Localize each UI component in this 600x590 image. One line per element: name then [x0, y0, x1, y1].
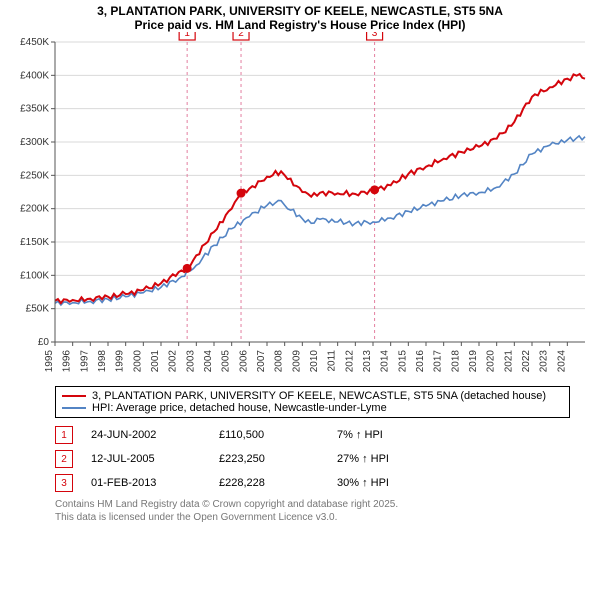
svg-text:1997: 1997	[79, 350, 90, 373]
svg-text:2015: 2015	[397, 350, 408, 373]
svg-text:2012: 2012	[344, 350, 355, 373]
svg-text:2016: 2016	[415, 350, 426, 373]
svg-text:2014: 2014	[380, 350, 391, 373]
svg-text:2024: 2024	[556, 350, 567, 373]
sale-marker-1	[183, 264, 192, 273]
svg-text:1: 1	[184, 32, 190, 39]
legend-label: HPI: Average price, detached house, Newc…	[92, 402, 387, 414]
legend-row-0: 3, PLANTATION PARK, UNIVERSITY OF KEELE,…	[62, 390, 563, 402]
title-line-1: 3, PLANTATION PARK, UNIVERSITY OF KEELE,…	[0, 4, 600, 18]
transaction-date: 12-JUL-2005	[91, 453, 201, 465]
svg-text:2004: 2004	[203, 350, 214, 373]
title-line-2: Price paid vs. HM Land Registry's House …	[0, 18, 600, 32]
title-block: 3, PLANTATION PARK, UNIVERSITY OF KEELE,…	[0, 0, 600, 32]
svg-text:2005: 2005	[221, 350, 232, 373]
svg-text:1998: 1998	[97, 350, 108, 373]
svg-text:2023: 2023	[539, 350, 550, 373]
svg-text:£200K: £200K	[20, 204, 49, 215]
transaction-marker-2: 2	[55, 450, 73, 468]
svg-text:1996: 1996	[62, 350, 73, 373]
svg-text:£250K: £250K	[20, 170, 49, 181]
transaction-date: 24-JUN-2002	[91, 429, 201, 441]
svg-text:2007: 2007	[256, 350, 267, 373]
license-line-2: This data is licensed under the Open Gov…	[55, 511, 570, 524]
svg-text:2006: 2006	[238, 350, 249, 373]
svg-text:1999: 1999	[115, 350, 126, 373]
transaction-pct: 30% ↑ HPI	[337, 477, 447, 489]
svg-text:2018: 2018	[450, 350, 461, 373]
transaction-marker-1: 1	[55, 426, 73, 444]
transaction-date: 01-FEB-2013	[91, 477, 201, 489]
transaction-row-2: 2 12-JUL-2005 £223,250 27% ↑ HPI	[55, 450, 570, 468]
svg-text:2002: 2002	[168, 350, 179, 373]
transaction-price: £228,228	[219, 477, 319, 489]
svg-text:2017: 2017	[433, 350, 444, 373]
svg-text:£300K: £300K	[20, 137, 49, 148]
svg-text:£100K: £100K	[20, 270, 49, 281]
svg-text:2019: 2019	[468, 350, 479, 373]
legend-label: 3, PLANTATION PARK, UNIVERSITY OF KEELE,…	[92, 390, 546, 402]
svg-text:2020: 2020	[486, 350, 497, 373]
transaction-price: £223,250	[219, 453, 319, 465]
svg-text:2022: 2022	[521, 350, 532, 373]
svg-text:2009: 2009	[291, 350, 302, 373]
transaction-pct: 7% ↑ HPI	[337, 429, 447, 441]
legend: 3, PLANTATION PARK, UNIVERSITY OF KEELE,…	[55, 386, 570, 418]
svg-text:£50K: £50K	[26, 304, 50, 315]
license-line-1: Contains HM Land Registry data © Crown c…	[55, 498, 570, 511]
transactions-table: 1 24-JUN-2002 £110,500 7% ↑ HPI 2 12-JUL-2005…	[55, 426, 570, 492]
legend-row-1: HPI: Average price, detached house, Newc…	[62, 402, 563, 414]
chart-container: 3, PLANTATION PARK, UNIVERSITY OF KEELE,…	[0, 0, 600, 524]
svg-text:2000: 2000	[132, 350, 143, 373]
svg-text:2003: 2003	[185, 350, 196, 373]
transaction-row-3: 3 01-FEB-2013 £228,228 30% ↑ HPI	[55, 474, 570, 492]
svg-text:2: 2	[238, 32, 244, 39]
svg-text:2010: 2010	[309, 350, 320, 373]
license-text: Contains HM Land Registry data © Crown c…	[55, 498, 570, 524]
svg-text:£0: £0	[38, 337, 50, 348]
transaction-row-1: 1 24-JUN-2002 £110,500 7% ↑ HPI	[55, 426, 570, 444]
svg-text:2021: 2021	[503, 350, 514, 373]
sale-marker-2	[237, 189, 246, 198]
svg-text:£350K: £350K	[20, 104, 49, 115]
svg-text:3: 3	[372, 32, 378, 39]
svg-text:£450K: £450K	[20, 37, 49, 48]
svg-text:1995: 1995	[44, 350, 55, 373]
transaction-pct: 27% ↑ HPI	[337, 453, 447, 465]
legend-swatch	[62, 407, 86, 409]
price-chart: £0 £50K £100K £150K £200K £250K £300K £350K £400…	[0, 32, 600, 382]
transaction-price: £110,500	[219, 429, 319, 441]
transaction-marker-3: 3	[55, 474, 73, 492]
svg-text:2008: 2008	[274, 350, 285, 373]
sale-marker-3	[370, 185, 379, 194]
svg-text:2001: 2001	[150, 350, 161, 373]
legend-swatch	[62, 395, 86, 397]
svg-text:2013: 2013	[362, 350, 373, 373]
svg-text:£150K: £150K	[20, 237, 49, 248]
svg-text:£400K: £400K	[20, 70, 49, 81]
svg-text:2011: 2011	[327, 350, 338, 372]
